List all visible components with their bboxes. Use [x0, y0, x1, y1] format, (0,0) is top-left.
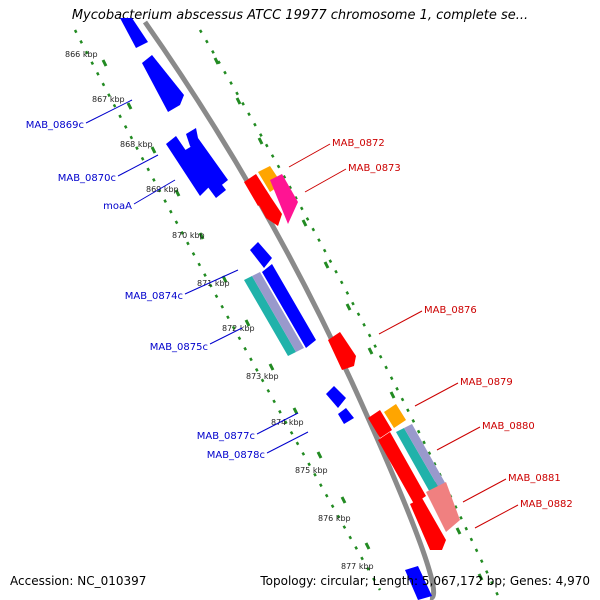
gene-bottom-partial[interactable] — [405, 566, 432, 600]
gene-MAB_0877c[interactable] — [326, 386, 346, 408]
kbp-label: 873 kbp — [246, 372, 279, 381]
gene-MAB_0879-orange[interactable] — [384, 404, 406, 428]
gene-label-left: MAB_0869c — [26, 120, 84, 131]
genome-backbone — [142, 20, 437, 600]
kbp-label: 868 kbp — [120, 140, 153, 149]
gene-MAB_0880-lilac[interactable] — [404, 424, 448, 490]
gene-label-left: MAB_0878c — [207, 450, 265, 461]
map-title: Mycobacterium abscessus ATCC 19977 chrom… — [71, 8, 529, 23]
gene-MAB_0870c-b[interactable] — [186, 128, 228, 188]
gene-MAB_0882[interactable] — [410, 498, 446, 550]
left-gene-labels: MAB_0869c MAB_0870c moaA MAB_0874c MAB_0… — [26, 120, 265, 461]
gene-label-right: MAB_0876 — [424, 305, 477, 316]
kbp-labels: 866 kbp 867 kbp 868 kbp 869 kbp 870 kbp … — [65, 50, 374, 571]
gene-MAB_0879[interactable] — [368, 410, 392, 438]
gene-MAB_0881[interactable] — [426, 482, 460, 532]
kbp-label: 877 kbp — [341, 562, 374, 571]
gene-label-right: MAB_0881 — [508, 473, 561, 484]
kbp-label: 866 kbp — [65, 50, 98, 59]
gene-label-right: MAB_0880 — [482, 421, 535, 432]
kbp-label: 870 kbp — [172, 231, 205, 240]
gene-MAB_0880[interactable] — [378, 432, 426, 504]
accession-text: Accession: NC_010397 — [10, 574, 147, 588]
gene-label-left: moaA — [103, 201, 132, 212]
gene-top-partial[interactable] — [120, 18, 148, 48]
kbp-label: 872 kbp — [222, 324, 255, 333]
gene-label-right: MAB_0879 — [460, 377, 513, 388]
gene-MAB_0878c[interactable] — [338, 408, 354, 424]
kbp-label: 875 kbp — [295, 466, 328, 475]
inner-guide-line — [73, 29, 382, 591]
kbp-label: 874 kbp — [271, 418, 304, 427]
gene-MAB_0869c[interactable] — [142, 55, 184, 112]
gene-MAB_0880-teal[interactable] — [396, 428, 440, 496]
right-gene-labels: MAB_0872 MAB_0873 MAB_0876 MAB_0879 MAB_… — [332, 138, 573, 510]
kbp-label: 869 kbp — [146, 185, 179, 194]
gene-MAB_0875c-lilac[interactable] — [252, 272, 304, 352]
gene-MAB_0874c[interactable] — [262, 264, 316, 348]
gene-MAB_0874c-head[interactable] — [250, 242, 272, 268]
left-leader-lines — [85, 99, 309, 454]
gene-label-right: MAB_0872 — [332, 138, 385, 149]
gene-MAB_0876[interactable] — [328, 332, 356, 370]
kbp-label: 876 kbp — [318, 514, 351, 523]
gene-label-right: MAB_0873 — [348, 163, 401, 174]
gene-label-left: MAB_0870c — [58, 173, 116, 184]
gene-MAB_0870c-a[interactable] — [166, 136, 210, 196]
gene-label-right: MAB_0882 — [520, 499, 573, 510]
kbp-label: 871 kbp — [197, 279, 230, 288]
gene-MAB_0873-pink[interactable] — [270, 174, 298, 224]
right-leader-lines — [288, 143, 519, 529]
kbp-label: 867 kbp — [92, 95, 125, 104]
gene-MAB_0873-b[interactable] — [254, 190, 282, 226]
gene-label-left: MAB_0877c — [197, 431, 255, 442]
gene-moaA[interactable] — [182, 146, 226, 198]
genome-summary-text: Topology: circular; Length: 5,067,172 bp… — [260, 574, 590, 588]
gene-MAB_0875c-teal[interactable] — [244, 276, 296, 356]
gene-label-left: MAB_0875c — [150, 342, 208, 353]
gene-label-left: MAB_0874c — [125, 291, 183, 302]
